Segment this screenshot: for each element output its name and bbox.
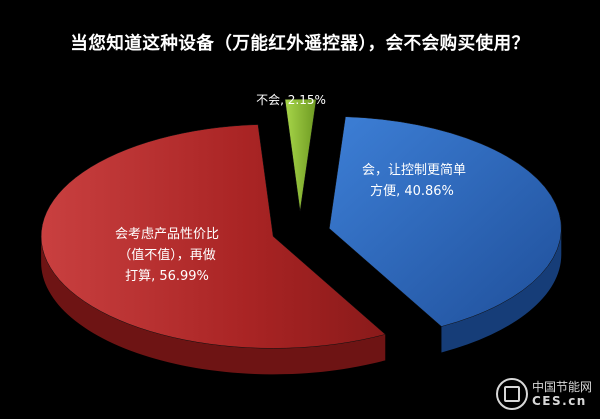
ces-logo-icon bbox=[495, 378, 528, 410]
slice-label-line: 方便, 40.86% bbox=[370, 184, 454, 199]
slice-label-line: （值不值），再做 bbox=[118, 248, 216, 263]
pie-slice-rethink bbox=[40, 124, 386, 349]
pie-slice-yes-side bbox=[441, 228, 562, 353]
slice-label-rethink: 会考虑产品性价比 （值不值），再做 打算, 56.99% bbox=[92, 224, 242, 287]
watermark-logo: 中国节能网 CES.cn bbox=[495, 377, 592, 411]
watermark-en: CES.cn bbox=[531, 394, 587, 408]
pie-slice-no bbox=[284, 98, 317, 212]
slice-label-line: 会考虑产品性价比 bbox=[114, 227, 219, 242]
slice-label-line: 不会, 2.15% bbox=[256, 93, 326, 107]
watermark-text: 中国节能网 CES.cn bbox=[532, 380, 592, 408]
chart-title: 当您知道这种设备（万能红外遥控器），会不会购买使用？ bbox=[70, 34, 530, 54]
slice-label-no: 不会, 2.15% bbox=[246, 90, 336, 111]
pie-slice-rethink-side bbox=[41, 236, 386, 375]
pie-slice-yes bbox=[329, 116, 562, 327]
slice-label-line: 打算, 56.99% bbox=[125, 269, 209, 284]
slice-label-line: 会，让控制更简单 bbox=[362, 163, 467, 178]
slice-label-yes: 会，让控制更简单 方便, 40.86% bbox=[362, 160, 467, 202]
watermark-cn: 中国节能网 bbox=[531, 380, 592, 394]
